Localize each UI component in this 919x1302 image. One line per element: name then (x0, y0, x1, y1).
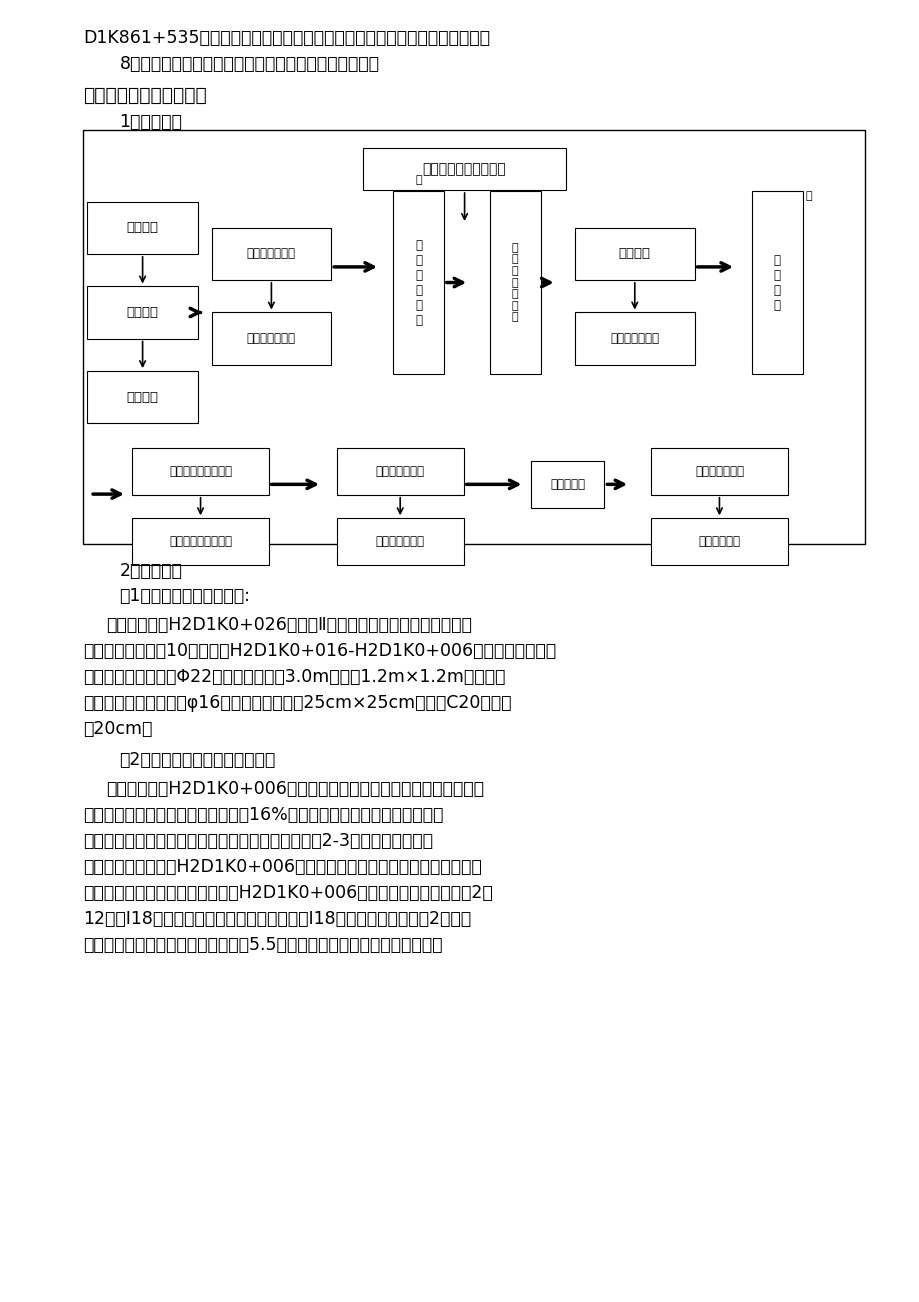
Text: 正洞反向开挖上台阶: 正洞反向开挖上台阶 (169, 465, 232, 478)
Text: 施工准备（型钢加工）: 施工准备（型钢加工） (422, 163, 506, 176)
Text: 正洞下台阶开挖: 正洞下台阶开挖 (375, 465, 425, 478)
Text: 12米长I18型钢横梁，并在横梁两端螺栓连接I18弧形型钢立柱（每边2根），: 12米长I18型钢横梁，并在横梁两端螺栓连接I18弧形型钢立柱（每边2根）， (83, 910, 471, 928)
Text: 下台阶初期支护: 下台阶初期支护 (375, 535, 425, 548)
Text: 2、技术措施: 2、技术措施 (119, 562, 182, 581)
FancyBboxPatch shape (574, 228, 694, 280)
Text: 爬坡开挖: 爬坡开挖 (618, 247, 650, 260)
FancyBboxPatch shape (651, 448, 787, 495)
FancyBboxPatch shape (211, 312, 331, 365)
FancyBboxPatch shape (87, 286, 198, 339)
Text: 度20cm。: 度20cm。 (83, 720, 152, 738)
FancyBboxPatch shape (393, 191, 444, 374)
Text: 措施，具体措施为：Φ22砂浆锚杆，长度3.0m，间距1.2m×1.2m，梅花型: 措施，具体措施为：Φ22砂浆锚杆，长度3.0m，间距1.2m×1.2m，梅花型 (83, 668, 505, 686)
Text: 两端立柱型钢距离横洞设计中心线为5.5米，横梁为正洞钢架提供落脚平台。: 两端立柱型钢距离横洞设计中心线为5.5米，横梁为正洞钢架提供落脚平台。 (83, 936, 442, 954)
FancyBboxPatch shape (132, 448, 268, 495)
FancyBboxPatch shape (132, 518, 268, 565)
Text: 布置；拱墙位置设双层φ16钢筋网，网格间距25cm×25cm；喷射C20砼，厚: 布置；拱墙位置设双层φ16钢筋网，网格间距25cm×25cm；喷射C20砼，厚 (83, 694, 511, 712)
Text: 预
埋
门
架
型
钢: 预 埋 门 架 型 钢 (414, 238, 422, 327)
FancyBboxPatch shape (530, 461, 604, 508)
Text: 四、工艺流程及技术措施: 四、工艺流程及技术措施 (83, 86, 207, 105)
Text: 8、正洞通过横通道进入平导，开挖采用横洞开挖台架。: 8、正洞通过横通道进入平导，开挖采用横洞开挖台架。 (119, 55, 380, 73)
Text: 交叉段施工: 交叉段施工 (550, 478, 584, 491)
Text: 横洞交叉段开挖: 横洞交叉段开挖 (246, 247, 296, 260)
FancyBboxPatch shape (651, 518, 787, 565)
Text: 横洞交叉段支护: 横洞交叉段支护 (246, 332, 296, 345)
Text: 1、工艺流程: 1、工艺流程 (119, 113, 182, 132)
Text: 弓: 弓 (414, 174, 422, 185)
Text: 正洞上台阶初期支护: 正洞上台阶初期支护 (169, 535, 232, 548)
Text: 曲线形式转体进入正洞长沙方向，按16%坡度起坡并进行横洞与正洞斜交面: 曲线形式转体进入正洞长沙方向，按16%坡度起坡并进行横洞与正洞斜交面 (83, 806, 443, 824)
Text: D1K861+535进入正常掘进施工，施工过程中注意安全距离，加强围岩量测。: D1K861+535进入正常掘进施工，施工过程中注意安全距离，加强围岩量测。 (83, 29, 489, 47)
Text: 门
架
处
初
期
支
护: 门 架 处 初 期 支 护 (511, 242, 518, 323)
FancyBboxPatch shape (211, 228, 331, 280)
FancyBboxPatch shape (336, 448, 463, 495)
FancyBboxPatch shape (363, 148, 565, 190)
FancyBboxPatch shape (490, 191, 540, 374)
FancyBboxPatch shape (87, 371, 198, 423)
Text: 洞与正洞交叉口断面H2D1K0+006施作支撑型钢门架。支撑型钢门架施工工: 洞与正洞交叉口断面H2D1K0+006施作支撑型钢门架。支撑型钢门架施工工 (83, 858, 481, 876)
FancyBboxPatch shape (83, 130, 864, 544)
Text: （1）横洞进入正洞前施工:: （1）横洞进入正洞前施工: (119, 587, 250, 605)
FancyBboxPatch shape (87, 202, 198, 254)
Text: 仰拱初期支护: 仰拱初期支护 (698, 535, 740, 548)
Text: 底板施工: 底板施工 (127, 391, 158, 404)
Text: 导坑段初期支护: 导坑段初期支护 (609, 332, 659, 345)
Text: 挖
上
台
阶: 挖 上 台 阶 (773, 254, 780, 311)
FancyBboxPatch shape (752, 191, 802, 374)
Text: 当横洞施工至H2D1K0+026时采用Ⅱ级双车道模筑进行支护。在横洞: 当横洞施工至H2D1K0+026时采用Ⅱ级双车道模筑进行支护。在横洞 (106, 616, 471, 634)
Text: （2）横洞与正洞交界处支护施工: （2）横洞与正洞交界处支护施工 (119, 751, 276, 769)
Text: 喷锚支护: 喷锚支护 (127, 306, 158, 319)
Text: 扌: 扌 (805, 191, 811, 202)
FancyBboxPatch shape (336, 518, 463, 565)
Text: 处挑部挑顶施工。导坑进入正洞施工一定距离后（约2-3米）反向挑顶在横: 处挑部挑顶施工。导坑进入正洞施工一定距离后（约2-3米）反向挑顶在横 (83, 832, 432, 850)
Text: 交叉段仰拱开挖: 交叉段仰拱开挖 (694, 465, 743, 478)
Text: 序如下：在横洞与正洞交叉口断面H2D1K0+006拱顶开挖线以上连续支立2榀: 序如下：在横洞与正洞交叉口断面H2D1K0+006拱顶开挖线以上连续支立2榀 (83, 884, 492, 902)
Text: 当横洞开挖至H2D1K0+006与正洞断面交界时，采用横洞断面尺寸以圆: 当横洞开挖至H2D1K0+006与正洞断面交界时，采用横洞断面尺寸以圆 (106, 780, 483, 798)
Text: 与正洞断面交界处10米范围（H2D1K0+016-H2D1K0+006）内采取加强支护: 与正洞断面交界处10米范围（H2D1K0+016-H2D1K0+006）内采取加… (83, 642, 555, 660)
FancyBboxPatch shape (574, 312, 694, 365)
Text: 横洞开挖: 横洞开挖 (127, 221, 158, 234)
